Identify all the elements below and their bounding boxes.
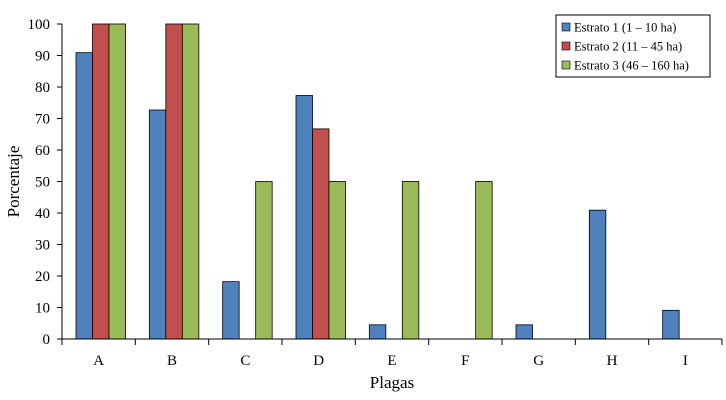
legend: Estrato 1 (1 – 10 ha) Estrato 2 (11 – 45 … xyxy=(555,14,711,78)
bar xyxy=(368,324,387,340)
y-axis-ticks: 0 10 20 30 40 50 60 70 80 90 100 xyxy=(28,17,62,348)
y-tick-label: 40 xyxy=(35,206,50,222)
y-tick-label: 10 xyxy=(35,301,50,317)
bar xyxy=(588,209,607,340)
legend-box xyxy=(555,14,711,78)
legend-swatch xyxy=(561,60,571,70)
bar xyxy=(475,181,493,340)
x-tick-label: A xyxy=(93,353,104,369)
bar xyxy=(255,181,273,340)
y-tick-label: 60 xyxy=(35,143,50,159)
bar xyxy=(181,23,200,340)
bar xyxy=(295,95,313,340)
legend-swatch xyxy=(561,41,571,51)
bar xyxy=(148,109,167,340)
y-tick-label: 50 xyxy=(35,175,50,191)
y-tick-label: 30 xyxy=(35,238,50,254)
y-tick-label: 70 xyxy=(35,112,50,128)
x-axis-ticks: A B C D E F G H I xyxy=(61,339,723,369)
x-tick-label: B xyxy=(167,353,177,369)
bar xyxy=(328,181,346,340)
x-tick-label: F xyxy=(461,353,469,369)
y-tick-label: 0 xyxy=(43,332,51,348)
x-tick-label: C xyxy=(240,353,250,369)
bar xyxy=(165,23,183,340)
x-tick-label: D xyxy=(313,353,324,369)
y-tick-label: 100 xyxy=(28,17,51,33)
y-tick-label: 80 xyxy=(35,80,50,96)
x-tick-label: G xyxy=(533,353,544,369)
bar xyxy=(92,23,110,340)
bar xyxy=(222,281,240,340)
bar xyxy=(662,309,680,340)
bar xyxy=(312,128,330,340)
x-tick-label: I xyxy=(683,353,688,369)
x-axis-title: Plagas xyxy=(370,373,414,392)
y-tick-label: 90 xyxy=(35,49,50,65)
y-tick-label: 20 xyxy=(35,269,50,285)
x-tick-label: H xyxy=(607,353,618,369)
bar xyxy=(108,23,126,340)
legend-label: Estrato 1 (1 – 10 ha) xyxy=(574,21,676,35)
bar xyxy=(515,324,533,340)
legend-label: Estrato 2 (11 – 45 ha) xyxy=(574,40,682,54)
y-axis-title: Porcentaje xyxy=(4,146,23,218)
x-tick-label: E xyxy=(387,353,396,369)
bar xyxy=(75,52,93,340)
bar xyxy=(401,181,420,340)
legend-swatch xyxy=(561,22,571,32)
legend-label: Estrato 3 (46 – 160 ha) xyxy=(574,59,689,73)
